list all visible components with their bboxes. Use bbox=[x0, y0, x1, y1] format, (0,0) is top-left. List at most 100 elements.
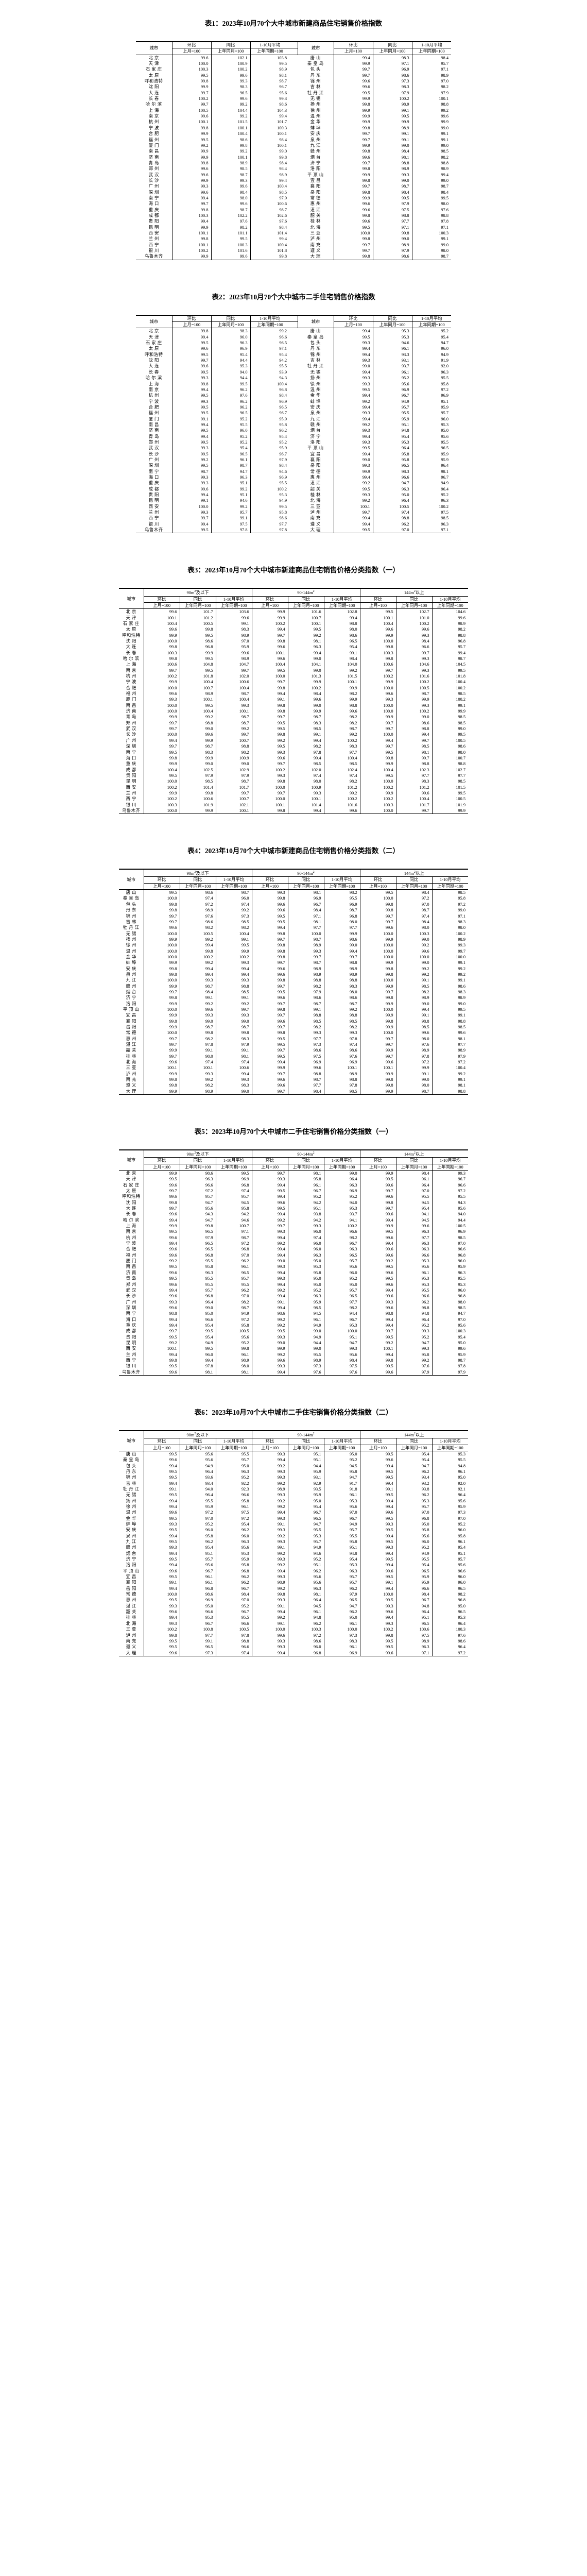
city-name: 西 安 bbox=[119, 1346, 144, 1352]
value-mom: 99.6 bbox=[143, 1609, 180, 1615]
city-name: 西 宁 bbox=[136, 242, 172, 248]
value-mom: 100.0 bbox=[143, 685, 180, 691]
header-mom: 环比 bbox=[359, 596, 396, 603]
header-ytd: 1-10月平均 bbox=[215, 1438, 252, 1445]
value-ytd: 97.1 bbox=[215, 1229, 252, 1235]
table-row: 南 京 99.5 96.5 97.1 99.3 96.0 96.6 99.5 96.3 96.9 bbox=[119, 1229, 468, 1235]
table-row: 昆 明 100.0 98.5 98.7 99.8 98.0 98.2 100.0 98.3 98.… bbox=[119, 778, 468, 785]
city-name: 洛 阳 bbox=[119, 1001, 144, 1007]
value-mom: 99.5 bbox=[333, 527, 373, 534]
table-title: 表2：2023年10月70个大中城市二手住宅销售价格指数 bbox=[212, 293, 375, 301]
value-yoy: 95.1 bbox=[287, 1562, 324, 1568]
table-row: 长 春 99.6 94.3 94.2 99.4 93.8 93.7 99.6 94.1 94.0 bbox=[119, 1211, 468, 1217]
value-mom: 99.4 bbox=[143, 1217, 180, 1224]
table-row: 襄 阳 99.1 96.1 96.2 98.9 95.6 95.7 99.1 95.9 96.0 bbox=[119, 1580, 468, 1586]
value-yoy: 96.0 bbox=[287, 1644, 324, 1650]
value-mom: 99.6 bbox=[359, 1510, 396, 1516]
value-mom: 99.8 bbox=[143, 644, 180, 650]
value-ytd: 95.3 bbox=[323, 1322, 360, 1329]
value-ytd: 96.7 bbox=[215, 1609, 252, 1615]
value-ytd: 96.3 bbox=[215, 1468, 252, 1475]
city-name: 哈 尔 滨 bbox=[119, 656, 144, 662]
value-yoy: 100.1 bbox=[211, 125, 251, 131]
value-ytd: 96.4 bbox=[431, 1492, 468, 1498]
value-mom: 99.3 bbox=[333, 375, 373, 381]
value-yoy: 96.3 bbox=[179, 1176, 216, 1182]
value-ytd: 97.8 bbox=[323, 1036, 360, 1042]
value-yoy: 95.1 bbox=[287, 1457, 324, 1463]
value-mom: 99.2 bbox=[171, 456, 212, 463]
value-yoy: 98.8 bbox=[372, 212, 412, 219]
table-row: 济 宁 99.8 99.1 99.1 99.6 98.6 98.6 99.8 98.9 98.9 bbox=[119, 995, 468, 1001]
value-yoy: 99.3 bbox=[179, 1012, 216, 1019]
city-name: 秦 皇 岛 bbox=[298, 334, 334, 341]
value-mom: 99.2 bbox=[251, 1562, 288, 1568]
value-ytd: 99.6 bbox=[323, 807, 360, 815]
value-ytd: 94.9 bbox=[323, 1521, 360, 1528]
value-mom: 99.9 bbox=[143, 1047, 180, 1054]
city-name: 湛 江 bbox=[298, 480, 334, 486]
value-yoy: 99.9 bbox=[395, 1065, 433, 1071]
value-ytd: 99.4 bbox=[215, 965, 252, 972]
value-yoy: 95.5 bbox=[179, 1258, 216, 1264]
value-ytd: 98.0 bbox=[431, 1299, 468, 1305]
city-name: 海 口 bbox=[119, 1316, 144, 1323]
value-mom: 99.5 bbox=[143, 1539, 180, 1545]
value-ytd: 96.3 bbox=[411, 521, 451, 528]
table-row: 武 汉 99.3 95.4 95.9 平 顶 山 99.5 96.4 96.5 bbox=[136, 445, 451, 451]
value-mom: 100.1 bbox=[333, 503, 373, 510]
value-yoy: 99.7 bbox=[395, 807, 433, 815]
value-mom: 100.1 bbox=[359, 1346, 396, 1352]
value-ytd: 98.6 bbox=[431, 1638, 468, 1645]
city-name: 泸 州 bbox=[119, 1632, 144, 1638]
value-mom: 99.8 bbox=[359, 971, 396, 978]
value-yoy: 101.7 bbox=[179, 608, 216, 615]
value-ytd: 99.2 bbox=[323, 790, 360, 796]
value-ytd: 99.1 bbox=[215, 1047, 252, 1054]
value-ytd: 94.4 bbox=[323, 1311, 360, 1317]
value-yoy: 95.0 bbox=[179, 1603, 216, 1609]
table-row: 安 庆 99.8 99.4 99.4 99.6 98.9 98.9 99.8 99.2 99.2 bbox=[119, 965, 468, 972]
city-name: 重 庆 bbox=[136, 480, 172, 486]
value-mom: 99.8 bbox=[143, 1018, 180, 1025]
value-yoy: 98.9 bbox=[395, 995, 433, 1001]
value-mom: 99.9 bbox=[359, 1170, 396, 1177]
value-ytd: 99.2 bbox=[411, 107, 451, 114]
value-mom: 99.9 bbox=[143, 632, 180, 638]
value-yoy: 101.2 bbox=[179, 615, 216, 621]
value-mom: 99.6 bbox=[333, 207, 373, 213]
value-yoy: 96.6 bbox=[395, 1293, 433, 1299]
city-name: 济 南 bbox=[136, 428, 172, 434]
value-mom: 99.7 bbox=[143, 743, 180, 750]
value-mom: 99.2 bbox=[251, 1585, 288, 1592]
value-mom: 100.0 bbox=[143, 930, 180, 937]
city-name: 西 安 bbox=[119, 784, 144, 790]
city-name: 桂 林 bbox=[298, 492, 334, 498]
table-wrapper: 城市 90m2及以下 90-144m2 144m2以上 环比 同比 1-10月平均 环比 同比 1… bbox=[0, 1430, 587, 1656]
value-mom: 99.9 bbox=[359, 1071, 396, 1077]
value-mom: 99.4 bbox=[143, 1533, 180, 1539]
value-ytd: 97.3 bbox=[215, 913, 252, 919]
value-yoy: 98.1 bbox=[179, 1369, 216, 1376]
value-mom: 99.4 bbox=[143, 1550, 180, 1557]
value-yoy: 99.1 bbox=[395, 1012, 433, 1019]
city-name: 兰 州 bbox=[136, 510, 172, 516]
value-mom: 99.3 bbox=[171, 510, 212, 516]
table-row: 宜 昌 99.9 99.3 99.3 99.7 98.8 98.8 99.9 99.1 99.1 bbox=[119, 1012, 468, 1019]
value-yoy: 94.8 bbox=[395, 1311, 433, 1317]
value-ytd: 98.5 bbox=[431, 778, 468, 785]
value-mom: 99.5 bbox=[251, 743, 288, 750]
value-mom: 99.6 bbox=[143, 626, 180, 633]
value-yoy: 99.3 bbox=[395, 702, 433, 709]
value-yoy: 96.0 bbox=[211, 334, 251, 341]
value-yoy: 100.2 bbox=[395, 620, 433, 627]
value-ytd: 99.3 bbox=[215, 702, 252, 709]
value-ytd: 100.1 bbox=[323, 1065, 360, 1071]
city-name: 桂 林 bbox=[119, 1053, 144, 1060]
table-row: 长 春 100.2 99.6 99.3 无 锡 99.9 100.2 100.1 bbox=[136, 96, 451, 102]
value-mom: 99.5 bbox=[359, 772, 396, 779]
value-yoy: 99.2 bbox=[179, 936, 216, 943]
value-mom: 99.8 bbox=[251, 1030, 288, 1036]
value-ytd: 98.9 bbox=[411, 72, 451, 79]
value-yoy: 99.5 bbox=[211, 236, 251, 242]
